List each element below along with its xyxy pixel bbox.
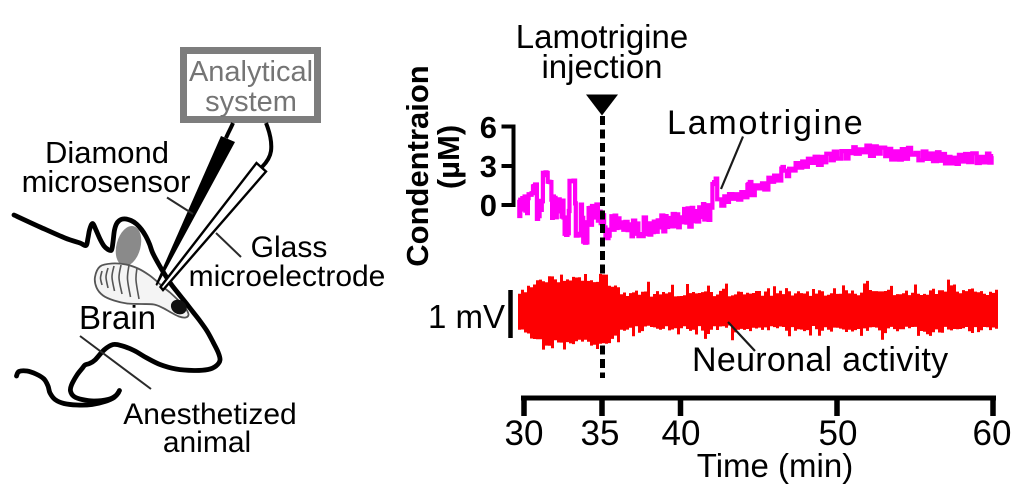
svg-text:50: 50 (819, 414, 858, 453)
svg-text:30: 30 (505, 414, 544, 453)
svg-text:35: 35 (581, 414, 620, 453)
svg-text:Analytical: Analytical (189, 56, 313, 88)
svg-text:3: 3 (480, 149, 497, 184)
svg-text:microelectrode: microelectrode (189, 260, 386, 293)
svg-text:Condentraion: Condentraion (400, 65, 435, 267)
svg-text:Anesthetized: Anesthetized (123, 398, 296, 431)
svg-text:60: 60 (973, 414, 1012, 453)
svg-text:injection: injection (541, 48, 662, 85)
svg-text:Lamotrigine: Lamotrigine (667, 104, 864, 142)
svg-text:Glass: Glass (251, 231, 328, 264)
svg-text:(µM): (µM) (431, 125, 466, 189)
svg-text:0: 0 (480, 188, 497, 223)
svg-text:Time (min): Time (min) (697, 447, 853, 484)
svg-text:system: system (205, 86, 297, 118)
svg-text:Brain: Brain (79, 299, 156, 336)
svg-text:Lamotrigine: Lamotrigine (516, 18, 688, 55)
svg-text:6: 6 (480, 110, 497, 145)
svg-text:Neuronal activity: Neuronal activity (692, 341, 948, 379)
svg-text:1 mV: 1 mV (428, 298, 505, 335)
svg-text:animal: animal (163, 426, 251, 459)
svg-text:microsensor: microsensor (22, 164, 191, 199)
svg-text:40: 40 (662, 414, 701, 453)
svg-text:Diamond: Diamond (45, 135, 169, 170)
